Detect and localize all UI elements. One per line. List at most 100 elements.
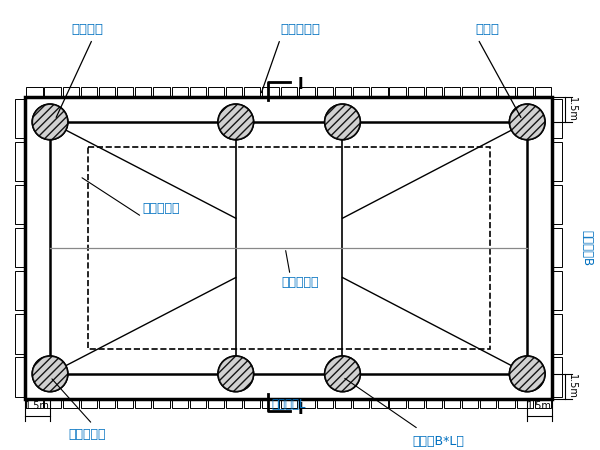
Circle shape bbox=[509, 356, 545, 392]
Text: 1.5m: 1.5m bbox=[25, 401, 50, 411]
Bar bbox=[517, 399, 533, 409]
Bar bbox=[62, 399, 79, 409]
Text: 1.5m: 1.5m bbox=[567, 97, 577, 122]
Bar bbox=[16, 315, 25, 354]
Circle shape bbox=[218, 356, 254, 392]
Circle shape bbox=[325, 356, 360, 392]
Circle shape bbox=[218, 104, 254, 140]
Bar bbox=[172, 399, 188, 409]
Bar bbox=[462, 399, 478, 409]
Bar bbox=[426, 87, 442, 97]
Bar bbox=[44, 87, 61, 97]
Circle shape bbox=[509, 104, 545, 140]
Text: 鉢导框: 鉢导框 bbox=[476, 22, 500, 36]
Text: 承台（B*L）: 承台（B*L） bbox=[412, 435, 464, 447]
Bar bbox=[135, 87, 151, 97]
Bar bbox=[552, 142, 562, 181]
Circle shape bbox=[32, 356, 68, 392]
Bar bbox=[262, 87, 278, 97]
Bar bbox=[190, 87, 206, 97]
Text: 定位鉢管桩: 定位鉢管桩 bbox=[69, 428, 106, 441]
Bar bbox=[154, 399, 170, 409]
Bar bbox=[552, 185, 562, 225]
Circle shape bbox=[218, 356, 254, 392]
Bar bbox=[26, 87, 43, 97]
Bar bbox=[535, 87, 551, 97]
Bar bbox=[208, 87, 224, 97]
Bar bbox=[389, 87, 406, 97]
Bar bbox=[16, 185, 25, 225]
Bar bbox=[499, 87, 515, 97]
Bar bbox=[552, 99, 562, 138]
Bar bbox=[552, 315, 562, 354]
Circle shape bbox=[509, 356, 545, 392]
Bar bbox=[117, 87, 133, 97]
Text: 承台长度L: 承台长度L bbox=[271, 398, 306, 411]
Text: 承台宽度B: 承台宽度B bbox=[580, 230, 593, 266]
Text: 鉢导框斜联: 鉢导框斜联 bbox=[142, 202, 179, 216]
Bar bbox=[99, 399, 115, 409]
Bar bbox=[480, 87, 496, 97]
Bar bbox=[335, 87, 351, 97]
Bar bbox=[444, 87, 460, 97]
Bar bbox=[244, 87, 260, 97]
Bar bbox=[444, 399, 460, 409]
Bar bbox=[244, 399, 260, 409]
Bar bbox=[262, 399, 278, 409]
Bar bbox=[335, 399, 351, 409]
Bar bbox=[16, 142, 25, 181]
Text: 1.5m: 1.5m bbox=[527, 401, 552, 411]
Bar bbox=[426, 399, 442, 409]
Circle shape bbox=[325, 104, 360, 140]
Circle shape bbox=[32, 356, 68, 392]
Bar bbox=[16, 271, 25, 310]
Bar bbox=[480, 399, 496, 409]
Bar bbox=[26, 399, 43, 409]
Bar bbox=[281, 399, 297, 409]
Bar bbox=[317, 87, 333, 97]
Text: 鉢导框横联: 鉢导框横联 bbox=[281, 276, 319, 289]
Bar bbox=[371, 399, 388, 409]
Circle shape bbox=[32, 104, 68, 140]
Bar bbox=[499, 399, 515, 409]
Bar bbox=[190, 399, 206, 409]
Bar bbox=[407, 399, 424, 409]
Bar bbox=[552, 271, 562, 310]
Bar bbox=[462, 87, 478, 97]
Bar bbox=[353, 399, 370, 409]
Bar bbox=[88, 147, 490, 349]
Bar bbox=[371, 87, 388, 97]
Bar bbox=[226, 87, 242, 97]
Bar bbox=[208, 399, 224, 409]
Bar bbox=[299, 87, 315, 97]
Text: I: I bbox=[298, 402, 304, 417]
Bar bbox=[407, 87, 424, 97]
Bar bbox=[135, 399, 151, 409]
Bar bbox=[16, 99, 25, 138]
Circle shape bbox=[325, 104, 360, 140]
Text: 1.5m: 1.5m bbox=[567, 374, 577, 399]
Bar bbox=[117, 399, 133, 409]
Circle shape bbox=[325, 356, 360, 392]
Bar bbox=[552, 357, 562, 396]
Bar bbox=[517, 87, 533, 97]
Text: 特制角桩: 特制角桩 bbox=[71, 22, 104, 36]
Bar bbox=[299, 399, 315, 409]
Bar bbox=[172, 87, 188, 97]
Bar bbox=[62, 87, 79, 97]
Bar bbox=[44, 399, 61, 409]
Circle shape bbox=[32, 104, 68, 140]
Bar bbox=[25, 97, 552, 399]
Bar bbox=[81, 399, 97, 409]
Bar bbox=[353, 87, 370, 97]
Bar bbox=[154, 87, 170, 97]
Bar bbox=[16, 357, 25, 396]
Circle shape bbox=[509, 104, 545, 140]
Circle shape bbox=[218, 104, 254, 140]
Bar bbox=[226, 399, 242, 409]
Bar bbox=[552, 228, 562, 267]
Text: I: I bbox=[298, 77, 304, 92]
Bar bbox=[99, 87, 115, 97]
Bar bbox=[50, 122, 527, 374]
Bar bbox=[281, 87, 297, 97]
